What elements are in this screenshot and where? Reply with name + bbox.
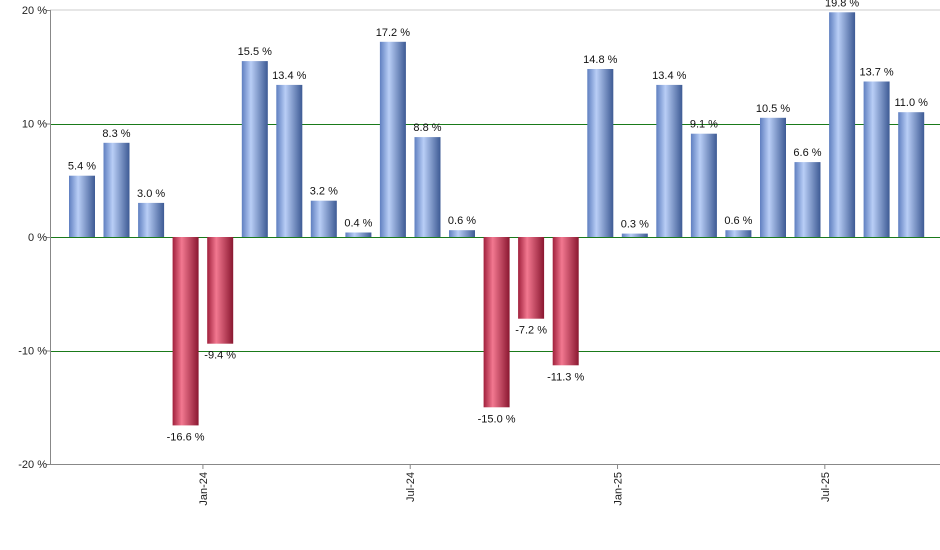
data-label: 14.8 % xyxy=(583,54,617,66)
data-label: 8.3 % xyxy=(102,128,130,140)
data-label: 19.8 % xyxy=(825,0,859,9)
y-tick-label: 10 % xyxy=(22,119,47,131)
bar xyxy=(518,237,545,319)
data-label: 0.4 % xyxy=(344,218,372,230)
bar xyxy=(207,237,234,344)
bars-layer xyxy=(69,12,925,426)
bar xyxy=(379,41,406,237)
bar xyxy=(138,202,165,237)
bar xyxy=(276,84,303,238)
bar xyxy=(69,175,95,237)
data-label: 0.6 % xyxy=(448,215,476,227)
bar xyxy=(725,230,752,237)
x-tick-label: Jul-24 xyxy=(405,472,417,502)
axis-layer: 20 % 10 % 0 % -10 % -20 % Jan-24 Jul-24 Jan-25 J… xyxy=(18,5,940,506)
bar xyxy=(863,81,890,237)
y-tick-label: 0 % xyxy=(28,232,47,244)
data-label: 15.5 % xyxy=(238,46,272,58)
data-label: -15.0 % xyxy=(478,413,516,425)
x-tick-label: Jan-25 xyxy=(613,472,625,506)
bar xyxy=(345,232,372,237)
bar xyxy=(898,112,925,237)
x-tick-label: Jul-25 xyxy=(820,472,832,502)
bar xyxy=(656,84,683,238)
bar xyxy=(103,142,130,237)
data-label: 9.1 % xyxy=(690,119,718,131)
data-label: -9.4 % xyxy=(204,350,236,362)
data-label: 13.4 % xyxy=(652,70,686,82)
data-label: 0.6 % xyxy=(724,215,752,227)
y-tick-label: -10 % xyxy=(18,346,47,358)
data-label: 3.0 % xyxy=(137,188,165,200)
bar xyxy=(690,133,717,237)
y-tick-label: -20 % xyxy=(18,459,47,471)
data-label: 11.0 % xyxy=(894,97,928,109)
bar xyxy=(760,117,786,237)
data-label: 10.5 % xyxy=(756,103,790,115)
bar xyxy=(552,237,579,366)
bar xyxy=(449,230,475,237)
bar xyxy=(829,12,856,237)
bar xyxy=(587,69,614,237)
data-label: 6.6 % xyxy=(793,147,821,159)
data-label: -16.6 % xyxy=(167,431,205,443)
bar xyxy=(483,237,510,408)
data-label: 0.3 % xyxy=(621,219,649,231)
bar xyxy=(172,237,199,426)
bar xyxy=(621,233,648,237)
bar xyxy=(310,200,337,237)
data-label: 13.4 % xyxy=(272,70,306,82)
data-label: -7.2 % xyxy=(515,325,547,337)
data-labels-layer: 5.4 %8.3 %3.0 %-16.6 %-9.4 %15.5 %13.4 %… xyxy=(68,0,928,443)
data-label: -11.3 % xyxy=(547,371,584,383)
data-label: 17.2 % xyxy=(376,27,410,39)
bar xyxy=(414,137,441,237)
y-tick-label: 20 % xyxy=(22,5,47,17)
data-label: 5.4 % xyxy=(68,161,96,173)
data-label: 8.8 % xyxy=(413,122,441,134)
data-label: 13.7 % xyxy=(859,67,893,79)
x-tick-label: Jan-24 xyxy=(198,472,210,506)
bar xyxy=(794,162,821,237)
data-label: 3.2 % xyxy=(310,186,338,198)
bar xyxy=(241,61,268,237)
